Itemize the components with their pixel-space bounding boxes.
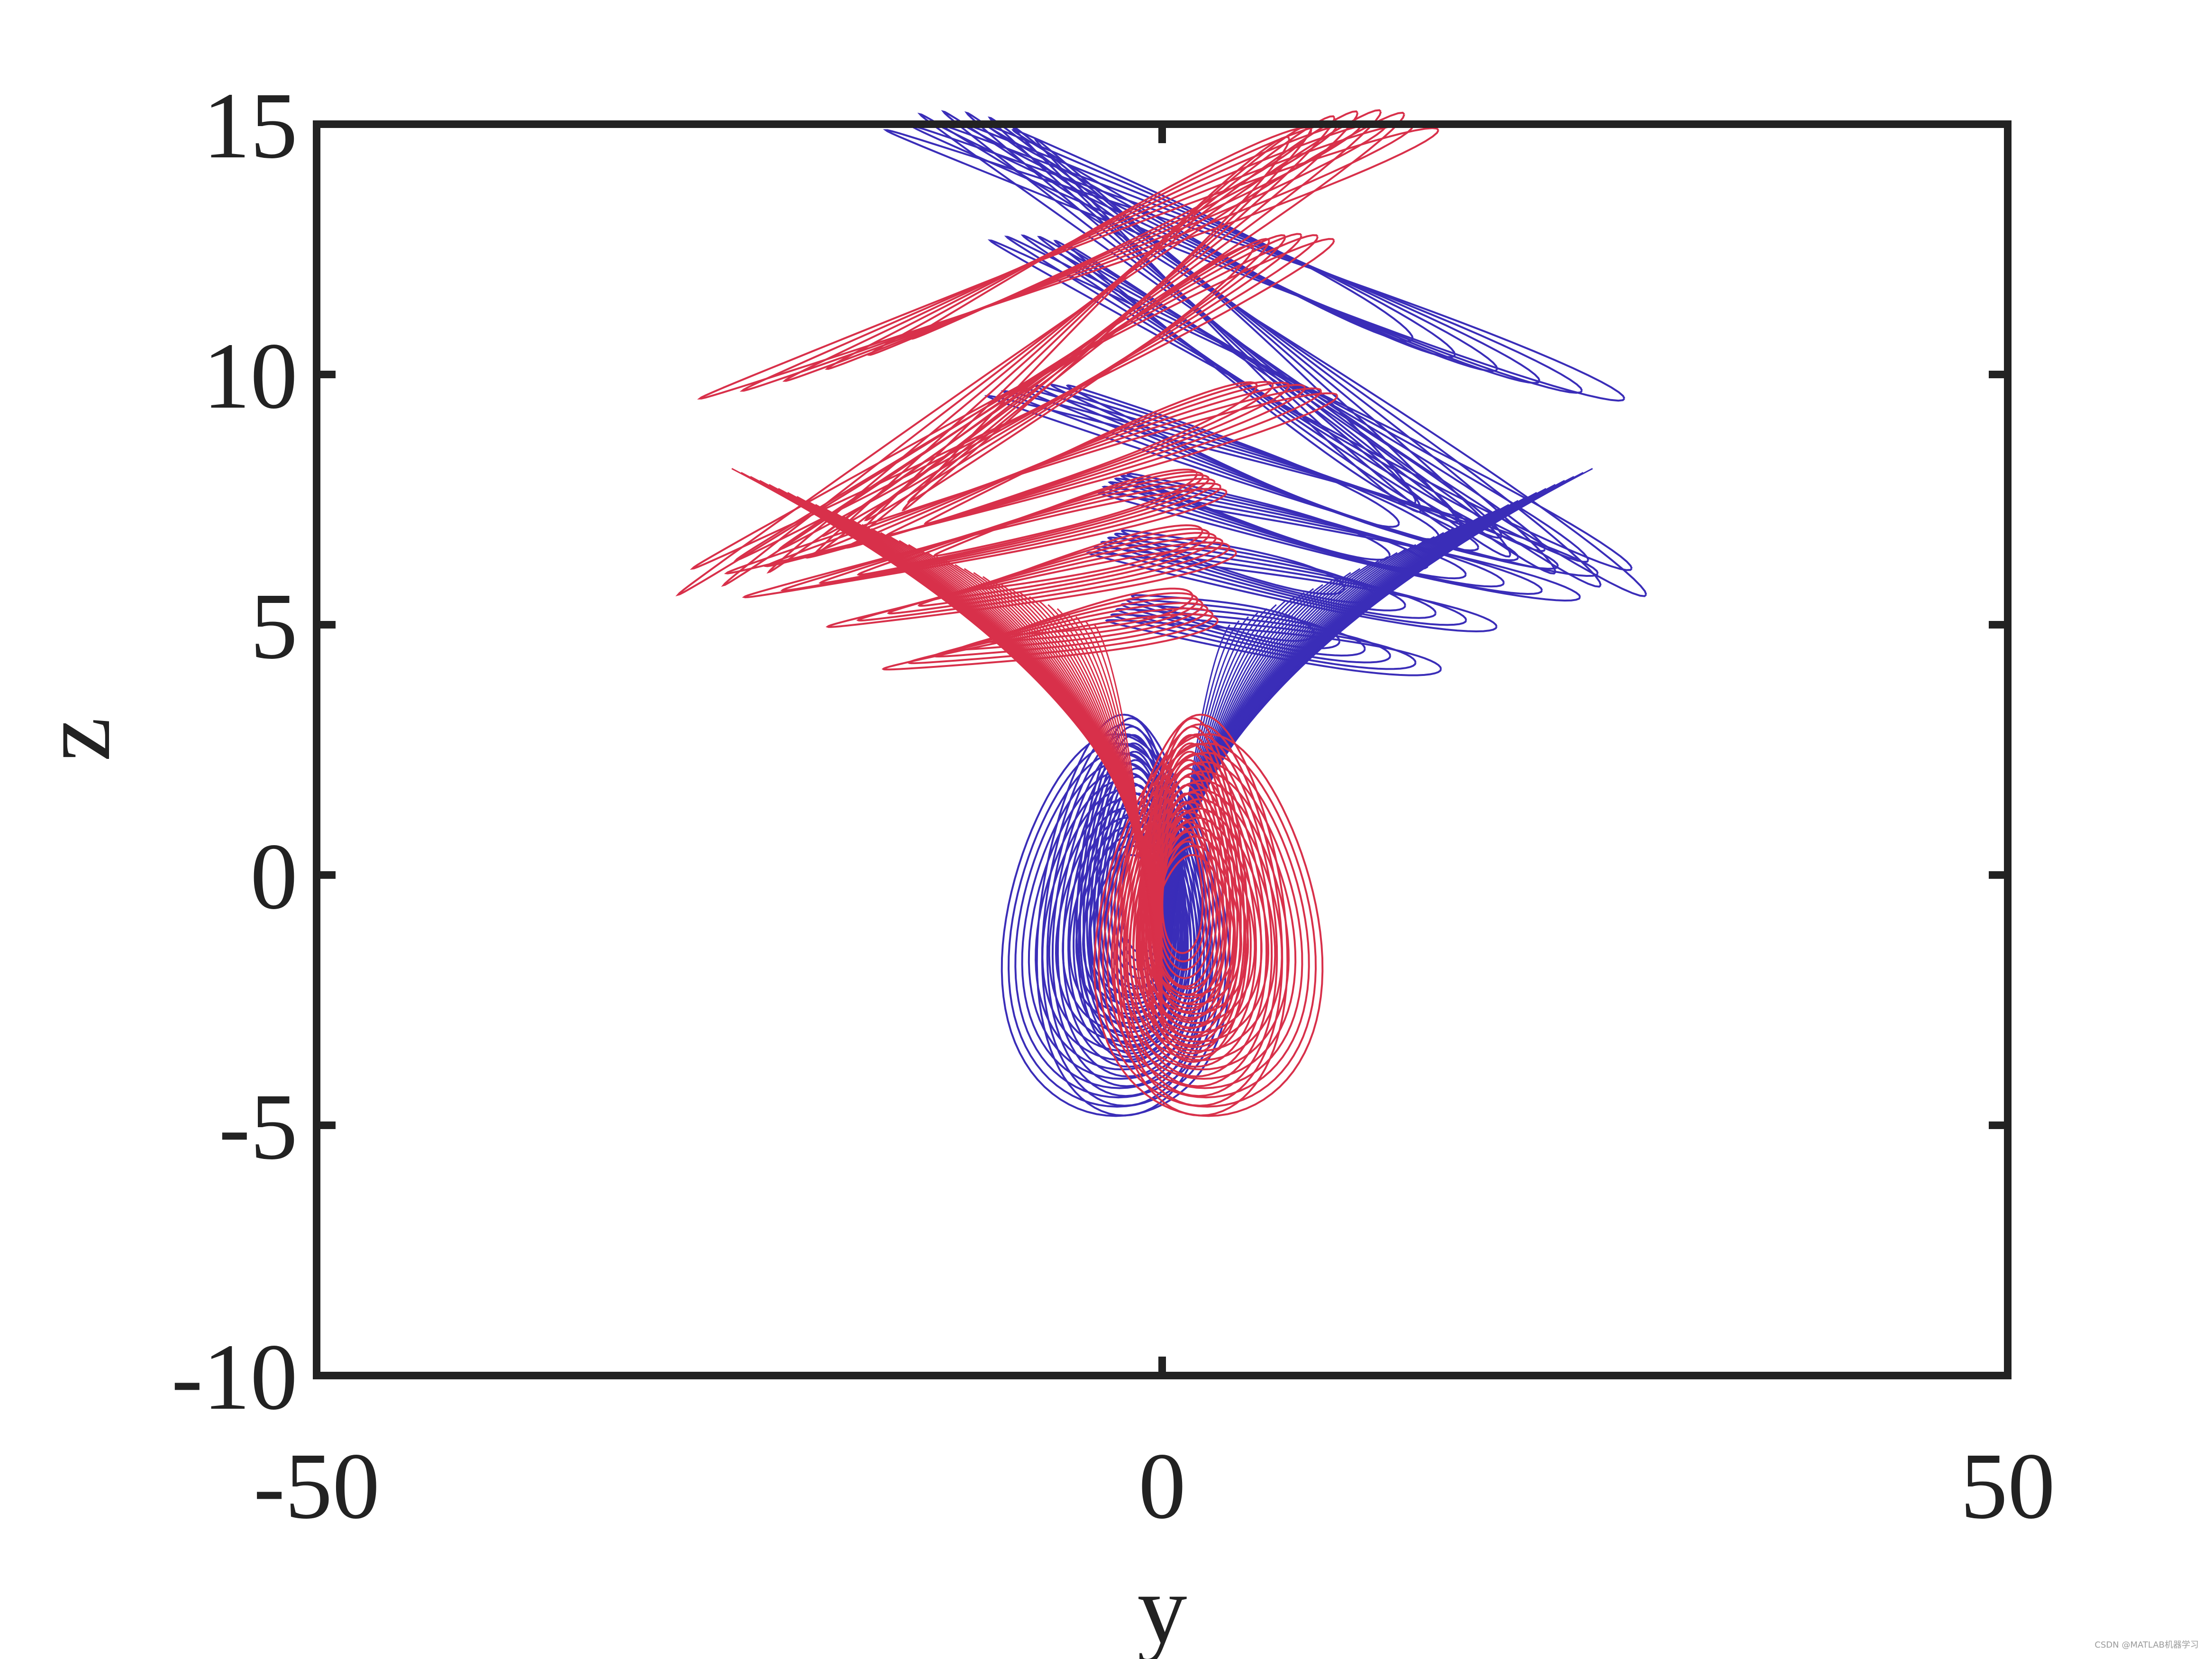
y-axis-label: z [21,717,131,761]
fan-loop [780,482,1222,592]
fan-loop [933,468,1198,557]
fan-loop [917,112,1648,597]
fan-loop [820,234,1286,538]
fan-loop [724,392,1338,574]
x-tick-label: 50 [1960,1434,2055,1539]
fan-loop [883,129,1626,402]
fan-loop [1069,246,1417,505]
fan-loop [697,127,1439,400]
fan-loop [864,238,1270,521]
lobe-loop [1157,809,1211,971]
fan-loop [987,116,1511,558]
lobe-loop [1150,775,1225,1004]
lobe-loop [1137,717,1249,1063]
fan-loop [777,233,1302,551]
lobe-loop [1139,725,1246,1055]
lobe-loop [1122,743,1273,1087]
lobe-loop [1021,761,1218,1089]
fan-loop [856,541,1230,622]
lobe-loop [1014,752,1222,1099]
fan-loop [917,532,1217,607]
fan-loop [1093,546,1467,626]
fan-loop [690,238,1335,570]
fan-loop [675,111,1405,597]
series-1 [675,109,1439,1117]
lobe-loop [1001,733,1231,1117]
lobe-loop [1148,767,1228,1013]
fan-loop [1110,613,1417,670]
fan-loop [1130,594,1315,642]
y-tick-label: 5 [250,574,298,679]
fan-loop [766,110,1359,574]
fan-loop [739,123,1414,392]
fan-loop [764,387,1322,567]
fan-loop [1120,529,1346,595]
fan-loop [923,381,1258,525]
axis-ticks [313,120,2012,1379]
fan-loop [987,239,1633,571]
y-tick-label: -5 [218,1075,298,1179]
lobe-loop [1156,801,1214,979]
lobe-loop [1154,793,1218,988]
lobe-loop [1161,826,1204,954]
fan-loop [887,536,1224,615]
fan-loop [856,474,1210,576]
fan-loop [733,234,1319,562]
x-tick-label: 0 [1138,1434,1186,1539]
y-tick-label: -10 [171,1325,298,1430]
fan-loop [882,613,1219,671]
lobe-loop [1159,818,1207,963]
fan-loop [1037,236,1503,539]
fan-loop [825,120,1363,370]
fan-loop [818,478,1216,584]
lobe-loop [1152,784,1221,996]
watermark: CSDN @MATLAB机器学习 [2094,1640,2199,1650]
fan-loop [825,547,1238,628]
fan-loop [782,120,1388,382]
fan-loop [901,136,1291,511]
lobe-loop [1143,742,1238,1038]
y-tick-label: 15 [203,73,298,178]
y-tick-label: 10 [203,324,298,428]
lobe-loop [1028,770,1214,1080]
plot-series [675,109,1648,1117]
fan-loop [1053,240,1460,523]
lobe-loop [1145,750,1235,1030]
lobe-loop [1051,743,1202,1087]
fan-loop [721,109,1382,587]
wedge-trajectory [1161,468,1593,908]
x-tick-label: -50 [254,1434,380,1539]
lobe-loop [1093,733,1324,1117]
y-tick-label: 0 [250,824,298,929]
fan-loop [867,122,1338,356]
lobe-loop [1111,770,1297,1080]
lobe-loop [1007,742,1227,1108]
fan-loop [1020,234,1546,552]
fan-loop [1004,236,1589,563]
lobe-loop [1141,734,1242,1046]
lobe-loop [1126,752,1268,1078]
lobe-loop [1106,761,1303,1089]
lobe-loop [1098,742,1317,1108]
x-axis-label: y [1138,1554,1187,1659]
lobe-loop [1102,752,1310,1099]
fan-loop [1105,619,1442,676]
wedge-trajectory [731,468,1163,908]
lobe-loop [1115,779,1290,1071]
fan-loop [742,487,1228,599]
lobe-loop [1147,759,1231,1021]
